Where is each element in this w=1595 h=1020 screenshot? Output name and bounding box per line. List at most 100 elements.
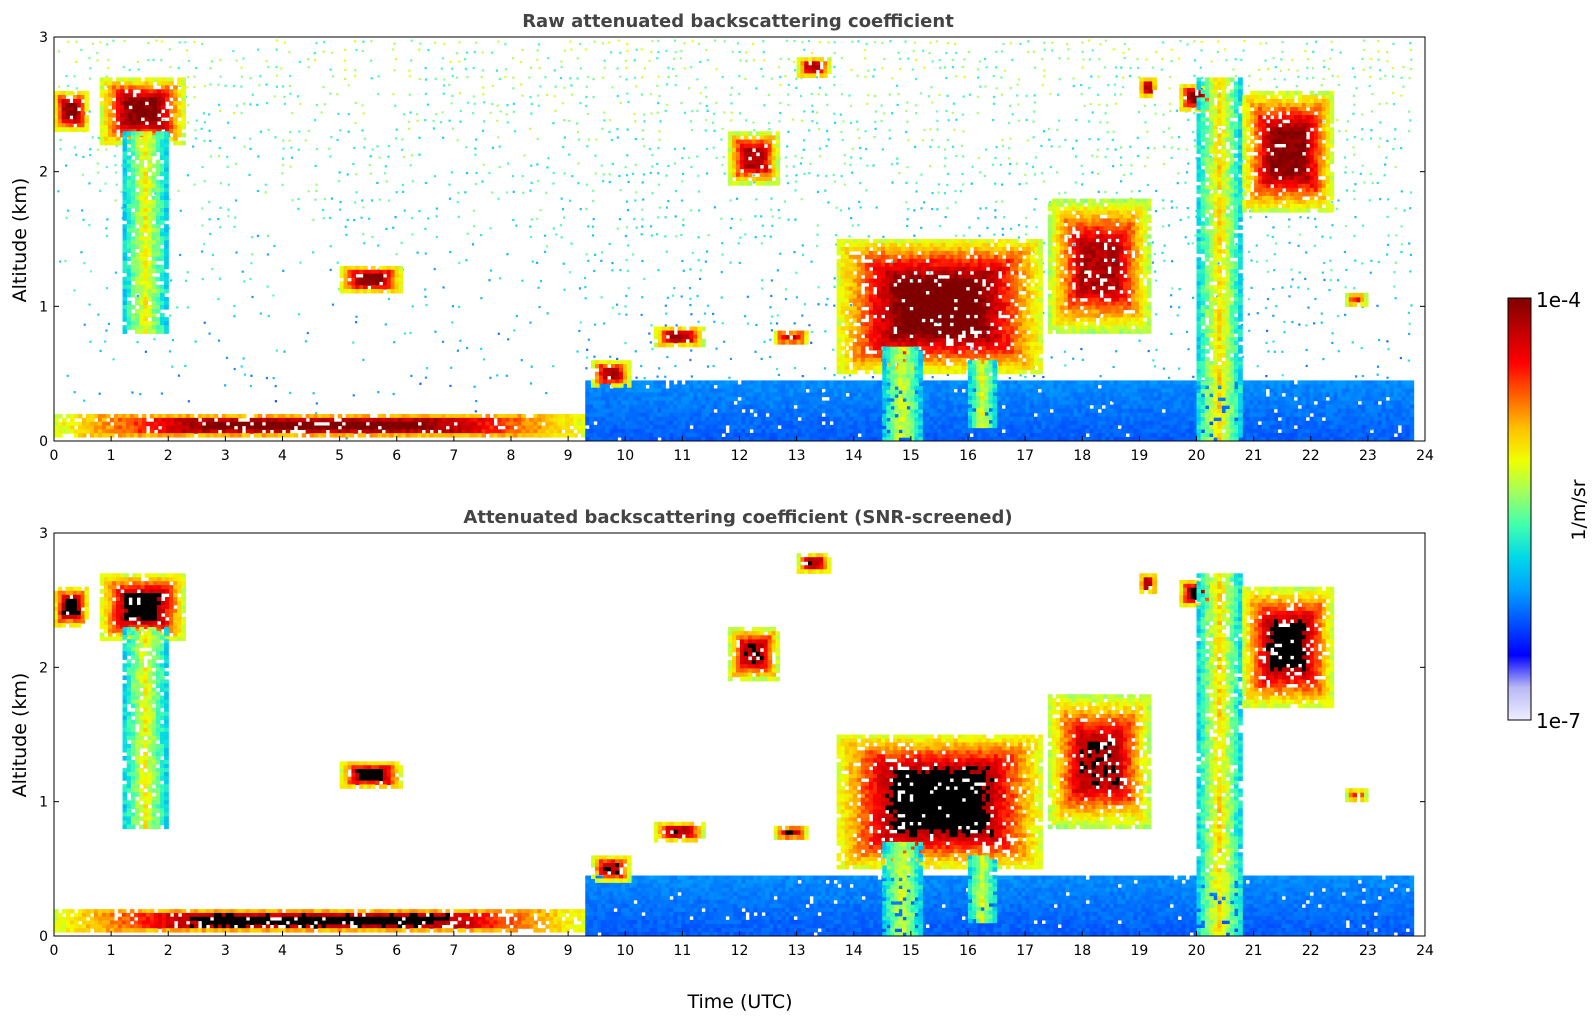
- heatmap-cell: [633, 396, 638, 402]
- heatmap-cell: [685, 412, 690, 418]
- heatmap-cell: [701, 392, 706, 398]
- heatmap-cell: [1001, 392, 1007, 398]
- noise-cell: [1167, 376, 1171, 379]
- heatmap-cell: [361, 421, 367, 427]
- noise-cell: [1305, 324, 1308, 327]
- heatmap-cell: [877, 416, 882, 422]
- noise-cell: [243, 102, 246, 105]
- heatmap-cell: [857, 436, 862, 441]
- noise-cell: [1195, 157, 1198, 160]
- heatmap-cell: [433, 421, 439, 427]
- noise-cell: [512, 76, 515, 79]
- noise-cell: [1395, 234, 1398, 237]
- heatmap-cell: [641, 388, 646, 394]
- heatmap-cell: [93, 414, 99, 419]
- heatmap-cell: [309, 425, 315, 430]
- heatmap-cell: [773, 428, 778, 434]
- noise-cell: [562, 145, 565, 149]
- noise-cell: [1088, 138, 1091, 141]
- heatmap-cell: [369, 429, 375, 434]
- noise-cell: [1138, 339, 1141, 342]
- heatmap-cell: [349, 429, 355, 434]
- noise-cell: [791, 118, 795, 121]
- heatmap-cell: [537, 433, 542, 438]
- noise-cell: [753, 174, 756, 177]
- heatmap-cell: [797, 404, 802, 410]
- heatmap-cell: [277, 433, 283, 438]
- noise-cell: [459, 339, 462, 342]
- noise-cell: [361, 104, 364, 107]
- heatmap-cell: [953, 380, 959, 386]
- noise-cell: [1080, 347, 1083, 351]
- noise-cell: [555, 233, 558, 236]
- heatmap-cell: [357, 425, 363, 430]
- heatmap-cell: [597, 436, 602, 441]
- noise-cell: [288, 84, 292, 87]
- heatmap-cell: [581, 429, 586, 434]
- noise-cell: [625, 66, 628, 69]
- heatmap-cell: [721, 424, 726, 430]
- noise-cell: [1345, 189, 1348, 192]
- heatmap-cell: [649, 392, 654, 398]
- noise-cell: [424, 376, 428, 379]
- noise-cell: [529, 321, 532, 324]
- noise-cell: [1409, 270, 1412, 273]
- heatmap-cell: [725, 400, 730, 406]
- heatmap-cell: [289, 425, 295, 430]
- noise-cell: [1056, 93, 1060, 96]
- noise-cell: [864, 130, 867, 133]
- heatmap-cell: [961, 396, 967, 402]
- noise-cell: [626, 269, 629, 273]
- noise-cell: [978, 234, 981, 237]
- heatmap-cell: [1013, 436, 1019, 441]
- noise-cell: [856, 74, 859, 77]
- heatmap-cell: [769, 384, 774, 390]
- heatmap-cell: [857, 404, 862, 410]
- heatmap-cell: [965, 432, 971, 438]
- heatmap-cell: [793, 432, 798, 438]
- heatmap-cell: [989, 408, 995, 414]
- noise-cell: [537, 43, 540, 46]
- heatmap-cell: [717, 388, 722, 394]
- noise-cell: [298, 130, 301, 133]
- noise-cell: [818, 155, 822, 158]
- noise-cell: [643, 120, 646, 123]
- heatmap-cell: [1009, 392, 1015, 398]
- heatmap-cell: [969, 436, 975, 441]
- heatmap-cell: [681, 412, 686, 418]
- heatmap-cell: [501, 417, 506, 423]
- noise-cell: [944, 157, 947, 160]
- noise-cell: [1352, 112, 1355, 115]
- noise-cell: [250, 262, 253, 265]
- heatmap-cell: [937, 408, 942, 414]
- heatmap-cell: [565, 417, 570, 423]
- noise-cell: [1313, 244, 1316, 247]
- heatmap-cell: [417, 433, 423, 438]
- heatmap-cell: [949, 396, 955, 402]
- noise-cell: [688, 286, 692, 290]
- noise-cell: [608, 242, 611, 246]
- noise-cell: [787, 218, 790, 221]
- noise-cell: [233, 315, 236, 318]
- heatmap-cell: [325, 414, 331, 419]
- noise-cell: [297, 313, 301, 316]
- heatmap-cell: [925, 388, 930, 394]
- noise-cell: [1080, 83, 1083, 87]
- heatmap-cell: [373, 417, 379, 423]
- noise-cell: [267, 314, 270, 318]
- noise-cell: [624, 166, 627, 169]
- noise-cell: [1195, 209, 1198, 213]
- noise-cell: [1322, 59, 1326, 62]
- heatmap-cell: [537, 417, 542, 423]
- heatmap-cell: [317, 433, 323, 438]
- heatmap-cell: [625, 396, 630, 402]
- noise-cell: [304, 139, 307, 142]
- heatmap-cell: [489, 429, 494, 434]
- heatmap-cell: [921, 416, 926, 422]
- heatmap-cell: [801, 408, 806, 414]
- noise-cell: [114, 171, 118, 174]
- heatmap-cell: [577, 417, 582, 423]
- heatmap-cell: [233, 417, 239, 423]
- heatmap-cell: [965, 416, 971, 422]
- heatmap-cell: [933, 400, 938, 406]
